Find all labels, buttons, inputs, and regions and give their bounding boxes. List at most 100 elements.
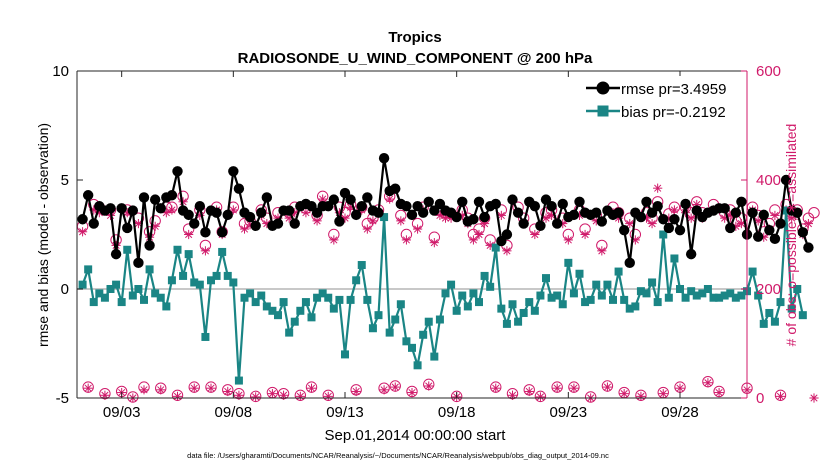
assimilated-obs-marker — [552, 383, 562, 393]
bias-point — [385, 328, 394, 337]
assimilated-obs-stroke — [140, 386, 148, 394]
bias-point — [151, 289, 160, 298]
assimilated-obs-stroke — [508, 391, 517, 399]
bias-point — [195, 280, 204, 289]
bias-point — [519, 308, 528, 317]
y-axis-right-label: # of obs: o=possible; ∗=assimilated — [783, 124, 799, 347]
bias-point — [240, 293, 249, 302]
bias-point — [575, 269, 584, 278]
rmse-point — [222, 209, 233, 221]
bias-point — [324, 293, 333, 302]
assimilated-obs-stroke — [179, 198, 187, 206]
bias-point — [530, 306, 539, 315]
bias-point — [597, 291, 606, 300]
rmse-point — [551, 218, 563, 229]
bias-point — [692, 291, 701, 300]
assimilated-obs-stroke — [252, 393, 260, 401]
assimilated-obs-marker — [535, 392, 546, 402]
assimilated-obs-marker — [736, 219, 747, 229]
rmse-series-group — [77, 153, 814, 269]
bias-point — [296, 306, 305, 315]
bias-point — [374, 311, 383, 320]
bias-point — [391, 315, 400, 324]
rmse-point — [194, 200, 206, 212]
rmse-point — [568, 209, 580, 221]
bias-point — [352, 276, 361, 285]
legend-bias-label: bias pr=-0.2192 — [621, 104, 726, 121]
bias-point — [156, 293, 165, 302]
rmse-point — [133, 257, 144, 269]
bias-point — [798, 311, 807, 320]
rmse-point — [122, 222, 133, 234]
assimilated-obs-stroke — [307, 384, 316, 392]
rmse-point — [362, 192, 373, 203]
bias-point — [648, 278, 657, 287]
bias-point — [636, 287, 645, 296]
bias-point — [447, 280, 456, 289]
rmse-point — [557, 198, 568, 210]
bias-point — [514, 317, 523, 326]
rmse-point — [529, 200, 541, 212]
assimilated-obs-marker — [636, 391, 646, 401]
rmse-point — [725, 222, 736, 234]
assimilated-obs-marker — [200, 246, 211, 256]
assimilated-obs-marker — [251, 392, 261, 402]
bias-point — [346, 295, 355, 304]
assimilated-obs-stroke — [386, 195, 394, 203]
assimilated-obs-stroke — [469, 236, 478, 244]
assimilated-obs-marker — [396, 216, 406, 226]
assimilated-obs-marker — [385, 194, 395, 204]
rmse-point — [345, 194, 356, 205]
rmse-point — [736, 196, 747, 207]
legend: rmse pr=3.4959 bias pr=-0.2192 — [580, 76, 742, 123]
bias-point — [787, 304, 796, 313]
assimilated-obs-marker — [228, 205, 238, 215]
bias-point — [486, 282, 495, 291]
rmse-point — [116, 203, 127, 214]
assimilated-obs-marker — [306, 383, 317, 393]
possible-obs-marker — [808, 207, 820, 219]
assimilated-obs-marker — [362, 224, 372, 234]
bias-point — [625, 304, 634, 313]
rmse-point — [328, 194, 340, 205]
rmse-point — [803, 242, 814, 253]
assimilated-obs-marker — [580, 229, 590, 240]
bias-point — [167, 276, 176, 285]
bias-point — [441, 289, 450, 298]
assimilated-obs-stroke — [676, 384, 684, 392]
bias-point — [737, 291, 746, 300]
bias-series-group — [78, 206, 807, 385]
assimilated-obs-marker — [530, 229, 540, 240]
assimilated-obs-stroke — [279, 391, 288, 399]
footnote: data file: /Users/gharamti/Documents/NCA… — [187, 451, 609, 460]
assimilated-obs-marker — [189, 383, 199, 393]
assimilated-obs-marker — [809, 393, 819, 403]
assimilated-obs-marker — [401, 235, 412, 245]
assimilated-obs-marker — [167, 205, 177, 215]
assimilated-obs-stroke — [291, 209, 299, 217]
rmse-point — [228, 166, 239, 177]
y-left-tick-label: 5 — [61, 172, 69, 189]
assimilated-obs-stroke — [134, 219, 143, 228]
assimilated-obs-stroke — [369, 217, 377, 225]
rmse-point — [591, 207, 602, 218]
rmse-point — [356, 200, 367, 212]
legend-rmse-marker — [596, 81, 610, 95]
rmse-point — [468, 214, 479, 225]
assimilated-obs-marker — [351, 386, 361, 397]
assimilated-obs-marker — [803, 219, 814, 229]
x-tick-label: 09/13 — [326, 404, 364, 421]
assimilated-obs-stroke — [670, 206, 679, 214]
x-tick-label: 09/23 — [550, 404, 588, 421]
bias-point — [670, 254, 679, 263]
rmse-point — [334, 216, 345, 227]
rmse-point — [618, 224, 630, 236]
assimilated-obs-stroke — [771, 211, 779, 220]
rmse-point — [423, 196, 434, 207]
rmse-point — [730, 207, 742, 218]
assimilated-obs-stroke — [402, 236, 411, 244]
bias-point — [525, 298, 534, 307]
rmse-point — [652, 200, 663, 212]
assimilated-obs-stroke — [626, 219, 634, 228]
assimilated-obs-stroke — [486, 241, 494, 250]
